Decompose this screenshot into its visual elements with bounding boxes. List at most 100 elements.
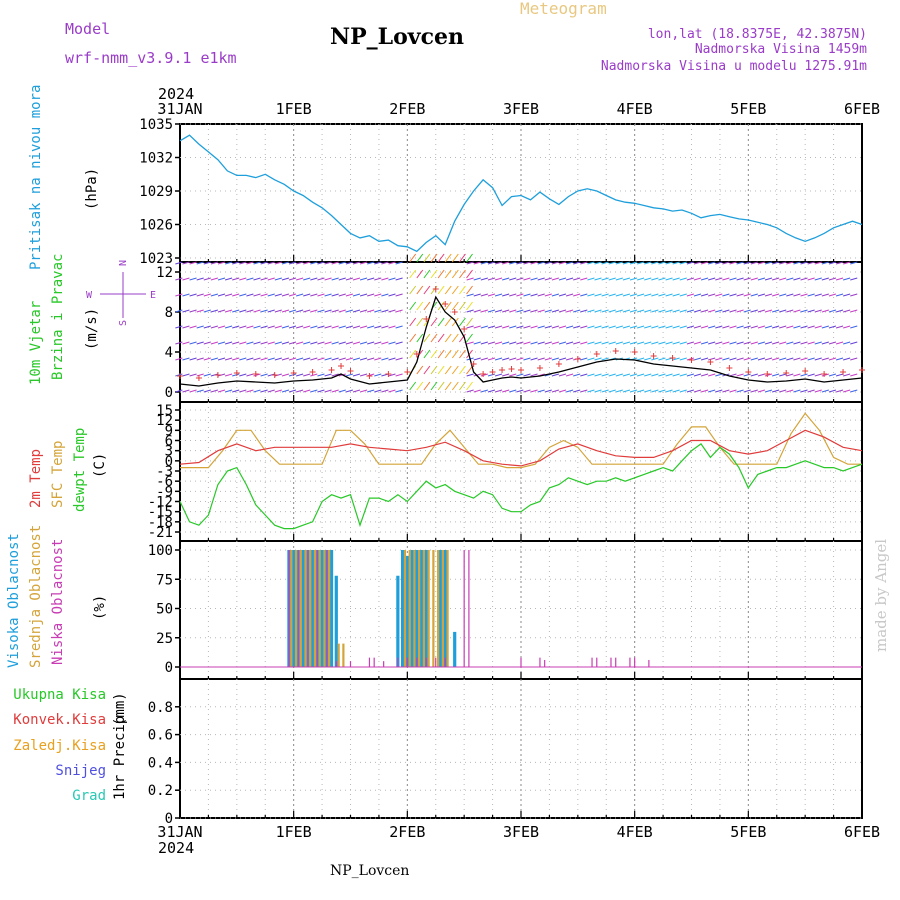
wind-barb xyxy=(601,325,609,329)
wind-barb xyxy=(800,373,808,377)
cloud-ytick-label: 50 xyxy=(156,602,173,618)
wind-barb xyxy=(679,389,687,393)
wind-barb xyxy=(253,341,261,345)
bottom-time-ticks: 31JAN 1FEB 2FEB 3FEB 4FEB 5FEB 6FEB xyxy=(157,823,880,841)
wind-barb xyxy=(800,293,808,297)
wind-barb xyxy=(573,309,581,313)
wind-barb xyxy=(637,261,645,265)
wind-barb xyxy=(210,341,219,345)
wind-barb xyxy=(828,261,837,265)
wind-barb xyxy=(473,277,481,281)
wind-barb xyxy=(502,325,510,329)
wind-barb xyxy=(224,277,233,281)
wind-barb xyxy=(239,309,247,313)
wind-barb xyxy=(267,373,275,377)
wind-barb xyxy=(622,341,631,345)
wind-barb xyxy=(750,309,758,313)
wind-barb xyxy=(437,349,445,359)
wind-barb xyxy=(324,357,332,361)
wind-barb xyxy=(686,293,695,297)
wind-barb xyxy=(843,261,851,265)
wind-barb xyxy=(786,309,794,313)
temp-ytick-label: -3 xyxy=(156,464,173,480)
wind-barb xyxy=(750,277,758,281)
wind-gust-marker xyxy=(726,365,733,371)
wind-barb xyxy=(715,357,723,361)
wind-barb xyxy=(409,253,417,263)
wind-barb xyxy=(608,309,616,313)
wind-barb xyxy=(331,341,339,345)
wind-barb xyxy=(459,381,466,391)
wind-barb xyxy=(367,325,375,329)
wind-barb xyxy=(750,389,758,393)
wind-barb xyxy=(736,309,744,313)
cloud-mid-bar xyxy=(427,550,430,667)
wind-barb xyxy=(601,277,609,281)
wind-barb xyxy=(821,357,829,361)
year-label-bottom: 2024 xyxy=(158,839,194,857)
temp-ytick-label: 15 xyxy=(156,403,173,419)
wind-barb xyxy=(594,341,602,345)
wind-barb xyxy=(502,357,510,361)
wind-barb xyxy=(395,373,403,377)
wind-barb xyxy=(509,293,517,297)
wind-barb xyxy=(537,261,545,265)
wind-barb xyxy=(274,325,282,329)
wind-barb xyxy=(310,293,318,297)
wind-barb xyxy=(296,261,304,265)
wind-barb xyxy=(601,341,609,345)
wind-barb xyxy=(743,341,751,345)
wind-barb xyxy=(203,325,211,329)
wind-barb xyxy=(601,357,609,361)
wind-barb xyxy=(459,301,466,311)
wind-barb xyxy=(679,293,687,297)
top-tick-label: 5FEB xyxy=(730,100,766,118)
wind-barb xyxy=(367,277,375,281)
wind-barb xyxy=(374,373,382,377)
wind-barb xyxy=(274,277,282,281)
wind-barb xyxy=(821,325,829,329)
wind-barb xyxy=(622,373,631,377)
wind-gust-marker xyxy=(631,349,638,355)
temp-ytick-label: -6 xyxy=(156,474,173,490)
wind-barb xyxy=(232,325,240,329)
wind-barb xyxy=(388,293,396,297)
wind-barb xyxy=(828,341,837,345)
cloud-mid-bar xyxy=(290,550,293,667)
wind-panel: 0 4 8 12 xyxy=(156,253,865,403)
wind-barb xyxy=(352,261,361,265)
wind-barb xyxy=(807,261,815,265)
cloud-low-bar xyxy=(297,550,300,667)
wind-barb xyxy=(331,293,339,297)
wind-barb xyxy=(587,357,595,361)
wind-barb xyxy=(494,293,503,297)
wind-barb xyxy=(217,261,226,265)
wind-barb xyxy=(665,293,673,297)
wind-barb xyxy=(480,309,488,313)
wind-barb xyxy=(715,277,723,281)
wind-barb xyxy=(232,309,240,313)
wind-barb xyxy=(175,373,183,377)
wind-barb xyxy=(736,389,744,393)
wind-barb xyxy=(821,293,829,297)
wind-barb xyxy=(509,277,517,281)
wind-barb xyxy=(587,373,595,377)
cloud-high-bar xyxy=(453,631,457,667)
wind-barb xyxy=(494,277,503,281)
wind-barb xyxy=(246,309,254,313)
wind-barb xyxy=(693,373,702,377)
wind-unit: (m/s) xyxy=(84,308,100,350)
wind-barb xyxy=(516,341,524,345)
wind-barb xyxy=(651,277,659,281)
wind-barb xyxy=(487,293,496,297)
wind-barb xyxy=(409,301,417,311)
wind-barb xyxy=(324,261,332,265)
wind-barb xyxy=(637,341,645,345)
wind-barb xyxy=(437,381,445,391)
wind-barb xyxy=(651,325,659,329)
wind-gust-marker xyxy=(612,348,619,354)
wind-barb xyxy=(359,389,368,393)
cloud-high-bar xyxy=(415,550,419,667)
compass-rose: N W E S xyxy=(86,260,156,326)
wind-barb xyxy=(665,309,673,313)
